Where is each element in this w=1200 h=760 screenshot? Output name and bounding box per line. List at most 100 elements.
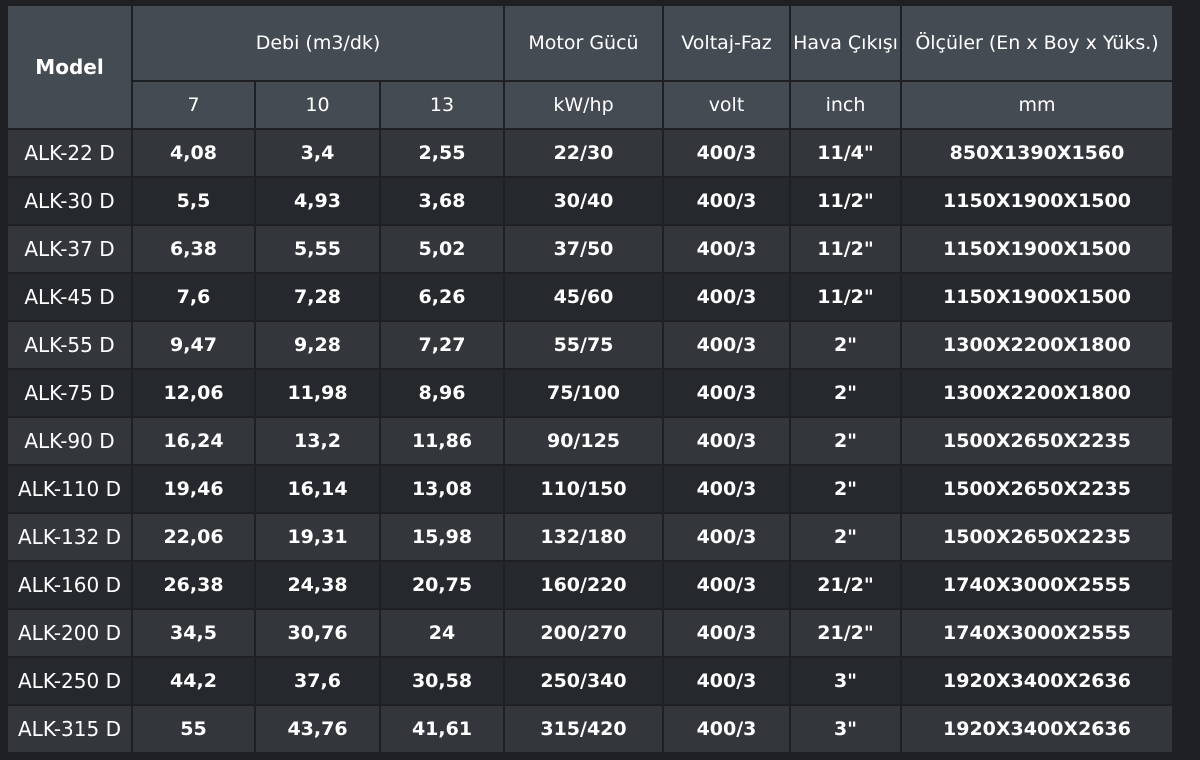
cell-motor-power: 160/220 xyxy=(505,562,662,608)
cell-dimensions: 1150X1900X1500 xyxy=(902,274,1172,320)
cell-voltage-phase: 400/3 xyxy=(664,274,789,320)
cell-air-outlet: 2" xyxy=(791,322,900,368)
cell-flow-13: 30,58 xyxy=(381,658,503,704)
cell-flow-7: 6,38 xyxy=(133,226,254,272)
cell-air-outlet: 21/2" xyxy=(791,562,900,608)
cell-air-outlet: 2" xyxy=(791,370,900,416)
cell-flow-10: 37,6 xyxy=(256,658,379,704)
cell-voltage-phase: 400/3 xyxy=(664,658,789,704)
cell-air-outlet: 2" xyxy=(791,418,900,464)
table-row: ALK-75 D 12,06 11,98 8,96 75/100 400/3 2" 1300X… xyxy=(8,370,1172,416)
cell-voltage-phase: 400/3 xyxy=(664,178,789,224)
cell-motor-power: 22/30 xyxy=(505,130,662,176)
cell-flow-7: 4,08 xyxy=(133,130,254,176)
cell-flow-13: 41,61 xyxy=(381,706,503,752)
cell-flow-13: 20,75 xyxy=(381,562,503,608)
cell-dimensions: 1500X2650X2235 xyxy=(902,418,1172,464)
cell-voltage-phase: 400/3 xyxy=(664,514,789,560)
table-row: ALK-132 D 22,06 19,31 15,98 132/180 400/3 2" 15… xyxy=(8,514,1172,560)
table-row: ALK-315 D 55 43,76 41,61 315/420 400/3 3" 1920X… xyxy=(8,706,1172,752)
cell-flow-10: 19,31 xyxy=(256,514,379,560)
cell-dimensions: 1920X3400X2636 xyxy=(902,658,1172,704)
cell-air-outlet: 11/2" xyxy=(791,178,900,224)
table-body: ALK-22 D 4,08 3,4 2,55 22/30 400/3 11/4" 850X13… xyxy=(8,130,1172,752)
table-row: ALK-55 D 9,47 9,28 7,27 55/75 400/3 2" 1300X220… xyxy=(8,322,1172,368)
cell-flow-10: 13,2 xyxy=(256,418,379,464)
cell-model: ALK-30 D xyxy=(8,178,131,224)
table-row: ALK-45 D 7,6 7,28 6,26 45/60 400/3 11/2" 1150X1… xyxy=(8,274,1172,320)
cell-dimensions: 1150X1900X1500 xyxy=(902,178,1172,224)
cell-flow-7: 22,06 xyxy=(133,514,254,560)
cell-flow-13: 7,27 xyxy=(381,322,503,368)
cell-voltage-phase: 400/3 xyxy=(664,418,789,464)
subheader-voltage-unit: volt xyxy=(664,82,789,128)
cell-flow-13: 3,68 xyxy=(381,178,503,224)
table-row: ALK-37 D 6,38 5,55 5,02 37/50 400/3 11/2" 1150X… xyxy=(8,226,1172,272)
cell-air-outlet: 11/2" xyxy=(791,226,900,272)
subheader-flow-13: 13 xyxy=(381,82,503,128)
table-row: ALK-110 D 19,46 16,14 13,08 110/150 400/3 2" 15… xyxy=(8,466,1172,512)
cell-motor-power: 315/420 xyxy=(505,706,662,752)
cell-flow-7: 34,5 xyxy=(133,610,254,656)
subheader-dim-unit: mm xyxy=(902,82,1172,128)
cell-flow-13: 2,55 xyxy=(381,130,503,176)
cell-flow-7: 16,24 xyxy=(133,418,254,464)
cell-dimensions: 1300X2200X1800 xyxy=(902,322,1172,368)
cell-voltage-phase: 400/3 xyxy=(664,610,789,656)
subheader-motor-unit: kW/hp xyxy=(505,82,662,128)
subheader-flow-10: 10 xyxy=(256,82,379,128)
header-flow: Debi (m3/dk) xyxy=(133,6,503,80)
cell-air-outlet: 3" xyxy=(791,658,900,704)
cell-flow-13: 24 xyxy=(381,610,503,656)
cell-flow-7: 9,47 xyxy=(133,322,254,368)
spec-table-container: Model Debi (m3/dk) Motor Gücü Voltaj-Faz… xyxy=(6,4,1174,754)
cell-air-outlet: 11/4" xyxy=(791,130,900,176)
cell-flow-7: 12,06 xyxy=(133,370,254,416)
cell-model: ALK-110 D xyxy=(8,466,131,512)
table-header: Model Debi (m3/dk) Motor Gücü Voltaj-Faz… xyxy=(8,6,1172,128)
header-row-main: Model Debi (m3/dk) Motor Gücü Voltaj-Faz… xyxy=(8,6,1172,128)
table-row: ALK-30 D 5,5 4,93 3,68 30/40 400/3 11/2" 1150X1… xyxy=(8,178,1172,224)
cell-flow-7: 5,5 xyxy=(133,178,254,224)
cell-flow-10: 4,93 xyxy=(256,178,379,224)
cell-model: ALK-90 D xyxy=(8,418,131,464)
cell-model: ALK-75 D xyxy=(8,370,131,416)
header-air-outlet: Hava Çıkışı xyxy=(791,6,900,80)
cell-motor-power: 200/270 xyxy=(505,610,662,656)
cell-flow-10: 16,14 xyxy=(256,466,379,512)
header-row-units: 7 10 13 kW/hp volt inch mm xyxy=(8,82,1172,128)
cell-model: ALK-200 D xyxy=(8,610,131,656)
cell-dimensions: 1150X1900X1500 xyxy=(902,226,1172,272)
cell-voltage-phase: 400/3 xyxy=(664,466,789,512)
cell-voltage-phase: 400/3 xyxy=(664,130,789,176)
cell-flow-13: 5,02 xyxy=(381,226,503,272)
cell-flow-10: 5,55 xyxy=(256,226,379,272)
cell-flow-13: 13,08 xyxy=(381,466,503,512)
cell-flow-10: 43,76 xyxy=(256,706,379,752)
cell-flow-10: 30,76 xyxy=(256,610,379,656)
cell-model: ALK-37 D xyxy=(8,226,131,272)
cell-flow-7: 7,6 xyxy=(133,274,254,320)
cell-dimensions: 1300X2200X1800 xyxy=(902,370,1172,416)
cell-model: ALK-132 D xyxy=(8,514,131,560)
cell-voltage-phase: 400/3 xyxy=(664,562,789,608)
cell-air-outlet: 2" xyxy=(791,466,900,512)
cell-flow-7: 19,46 xyxy=(133,466,254,512)
cell-flow-7: 55 xyxy=(133,706,254,752)
cell-dimensions: 1500X2650X2235 xyxy=(902,514,1172,560)
subheader-air-unit: inch xyxy=(791,82,900,128)
cell-flow-13: 8,96 xyxy=(381,370,503,416)
cell-motor-power: 110/150 xyxy=(505,466,662,512)
cell-flow-7: 44,2 xyxy=(133,658,254,704)
cell-model: ALK-22 D xyxy=(8,130,131,176)
spec-table: Model Debi (m3/dk) Motor Gücü Voltaj-Faz… xyxy=(6,4,1174,754)
table-row: ALK-160 D 26,38 24,38 20,75 160/220 400/3 21/2… xyxy=(8,562,1172,608)
header-dimensions: Ölçüler (En x Boy x Yüks.) xyxy=(902,6,1172,80)
cell-dimensions: 850X1390X1560 xyxy=(902,130,1172,176)
cell-motor-power: 75/100 xyxy=(505,370,662,416)
table-row: ALK-250 D 44,2 37,6 30,58 250/340 400/3 3" 1920… xyxy=(8,658,1172,704)
cell-dimensions: 1740X3000X2555 xyxy=(902,562,1172,608)
cell-model: ALK-45 D xyxy=(8,274,131,320)
cell-model: ALK-315 D xyxy=(8,706,131,752)
cell-model: ALK-250 D xyxy=(8,658,131,704)
